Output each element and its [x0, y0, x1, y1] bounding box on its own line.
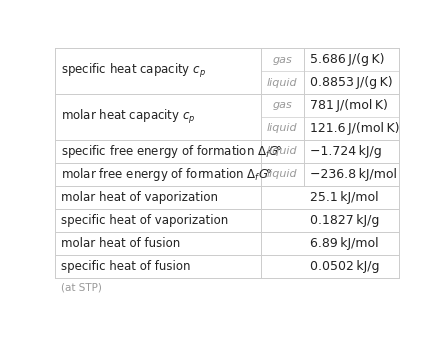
Text: −236.8 kJ/mol: −236.8 kJ/mol — [310, 168, 397, 181]
Text: 0.8853 J/(g K): 0.8853 J/(g K) — [310, 76, 392, 89]
Text: specific heat of fusion: specific heat of fusion — [61, 260, 190, 273]
Text: (at STP): (at STP) — [61, 283, 101, 293]
Text: liquid: liquid — [267, 169, 297, 179]
Text: 6.89 kJ/mol: 6.89 kJ/mol — [310, 237, 378, 250]
Text: molar heat of fusion: molar heat of fusion — [61, 237, 180, 250]
Text: specific heat of vaporization: specific heat of vaporization — [61, 214, 228, 227]
Text: liquid: liquid — [267, 124, 297, 134]
Text: 5.686 J/(g K): 5.686 J/(g K) — [310, 53, 384, 66]
Text: gas: gas — [272, 100, 292, 110]
Text: 781 J/(mol K): 781 J/(mol K) — [310, 99, 388, 112]
Text: liquid: liquid — [267, 146, 297, 156]
Text: 0.1827 kJ/g: 0.1827 kJ/g — [310, 214, 379, 227]
Text: molar heat capacity $c_p$: molar heat capacity $c_p$ — [61, 108, 195, 126]
Text: specific free energy of formation $\Delta_f G\!°$: specific free energy of formation $\Delt… — [61, 143, 282, 160]
Text: molar free energy of formation $\Delta_f G\!°$: molar free energy of formation $\Delta_f… — [61, 166, 272, 183]
Text: specific heat capacity $c_p$: specific heat capacity $c_p$ — [61, 62, 206, 80]
Text: 25.1 kJ/mol: 25.1 kJ/mol — [310, 191, 378, 204]
Text: 121.6 J/(mol K): 121.6 J/(mol K) — [310, 122, 399, 135]
Text: gas: gas — [272, 55, 292, 65]
Text: 0.0502 kJ/g: 0.0502 kJ/g — [310, 260, 379, 273]
Text: liquid: liquid — [267, 78, 297, 88]
Text: molar heat of vaporization: molar heat of vaporization — [61, 191, 218, 204]
Text: −1.724 kJ/g: −1.724 kJ/g — [310, 145, 381, 158]
